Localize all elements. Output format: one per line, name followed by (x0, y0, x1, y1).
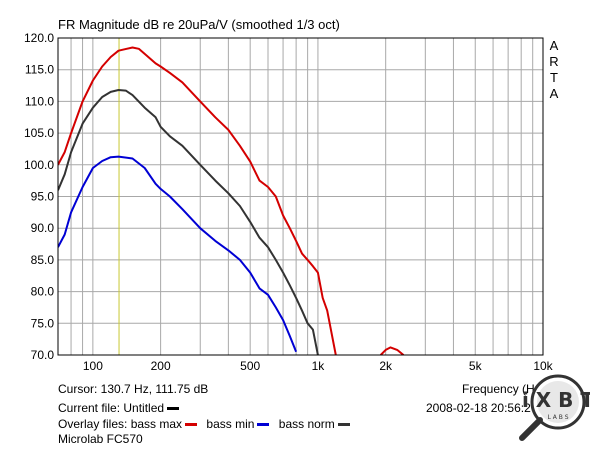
arta-letter: T (550, 70, 558, 85)
overlay-files-line: Overlay files: bass max bass min bass no… (58, 417, 356, 431)
y-tick-label: 70.0 (31, 348, 55, 362)
x-tick-label: 200 (151, 359, 171, 373)
plot-frame (57, 37, 544, 356)
overlay-item-label: bass norm (278, 417, 335, 431)
arta-letter: A (549, 86, 559, 101)
svg-text:L A B S: L A B S (547, 414, 568, 421)
series-line-bass-max (58, 46, 337, 355)
current-file-swatch (167, 407, 180, 411)
overlay-prefix: Overlay files: (58, 417, 128, 431)
arta-letter: A (549, 38, 559, 53)
current-file-label: Current file: Untitled (58, 401, 165, 415)
y-tick-label: 115.0 (25, 63, 54, 77)
overlay-swatch-bass-max (185, 423, 198, 427)
overlay-item-label: bass min (206, 417, 255, 431)
x-tick-label: 100 (83, 359, 103, 373)
arta-letter: R (549, 54, 559, 69)
overlay-item-label: bass max (130, 417, 183, 431)
y-tick-label: 100.0 (24, 158, 54, 172)
y-tick-label: 80.0 (31, 285, 55, 299)
y-tick-label: 105.0 (24, 126, 54, 140)
arta-brand-vertical: A R T A (548, 38, 560, 102)
svg-text:i X B T: i X B T (522, 388, 590, 412)
cursor-readout: Cursor: 130.7 Hz, 111.75 dB (58, 382, 209, 396)
series-line-bass-max-segment (379, 346, 405, 355)
x-tick-label: 2k (379, 359, 393, 373)
y-tick-label: 95.0 (31, 190, 55, 204)
y-tick-label: 90.0 (31, 221, 55, 235)
x-tick-label: 500 (240, 359, 260, 373)
x-tick-label: 10k (533, 359, 553, 373)
series-line-bass-min (58, 155, 298, 353)
y-tick-label: 85.0 (31, 253, 55, 267)
x-tick-label: 5k (469, 359, 483, 373)
series-line-bass-norm (58, 89, 319, 355)
overlay-swatch-bass-min (257, 423, 270, 427)
x-axis-label: Frequency (Hz) (462, 382, 545, 396)
x-tick-label: 1k (312, 359, 326, 373)
datetime-stamp: 2008-02-18 20:56:26 (426, 401, 538, 415)
ixbt-labs-logo: i X B T L A B S (519, 374, 590, 441)
y-tick-label: 110.0 (25, 94, 54, 108)
overlay-swatch-bass-norm (337, 423, 350, 427)
y-tick-label: 120.0 (24, 31, 54, 45)
chart-title: FR Magnitude dB re 20uPa/V (smoothed 1/3… (58, 17, 340, 32)
y-tick-label: 75.0 (31, 316, 55, 330)
current-file-line: Current file: Untitled (58, 401, 185, 415)
model-name: Microlab FC570 (58, 432, 143, 446)
